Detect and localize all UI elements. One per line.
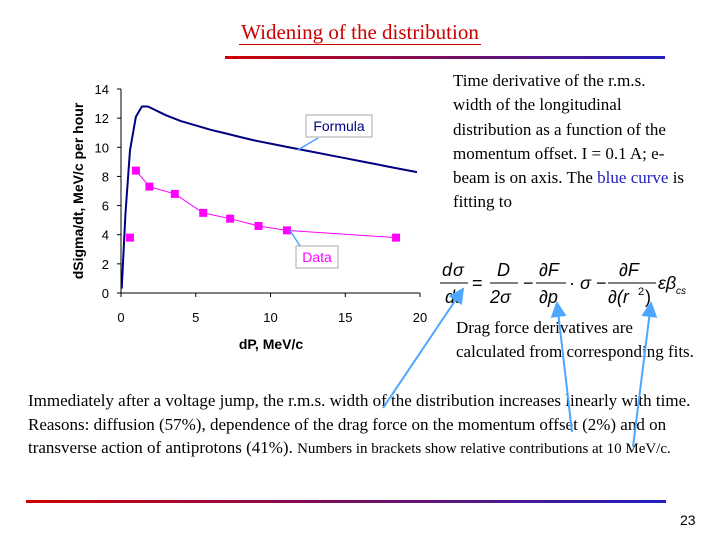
data-point (226, 214, 235, 223)
x-tick-labels: 0 5 10 15 20 (117, 293, 427, 325)
description-text-2: is fitting to (453, 168, 685, 212)
arrow-to-diffusion-term (382, 287, 465, 409)
x-tick-label: 10 (263, 310, 277, 325)
chart-annotations: Formula Data (289, 114, 373, 269)
formula-D: D (497, 260, 510, 280)
formula-dF2: ∂F (619, 260, 640, 280)
formula-minus-1: − (523, 273, 534, 293)
data-pointer (289, 229, 301, 247)
footer-rule (26, 500, 666, 503)
formula-dr: ∂(r (608, 287, 630, 307)
y-tick-label: 0 (102, 286, 109, 301)
y-tick-label: 4 (102, 228, 109, 243)
y-tick-label: 8 (102, 169, 109, 184)
formula-two-sigma: 2σ (489, 287, 512, 307)
data-point (170, 189, 179, 198)
slide-title: Widening of the distribution (239, 20, 481, 45)
formula-sigma: σ (453, 260, 465, 280)
explanation-text: Immediately after a voltage jump, the r.… (28, 389, 698, 462)
formula-subscript-cs: cs (676, 286, 686, 297)
x-tick-label: 20 (413, 310, 427, 325)
data-point (145, 182, 154, 191)
y-tick-label: 12 (95, 111, 109, 126)
formula-equals: = (472, 273, 483, 293)
data-point (282, 226, 291, 235)
arrow-to-drag-term (550, 301, 573, 433)
data-label: Data (302, 249, 332, 265)
y-tick-label: 6 (102, 199, 109, 214)
explanation-footnote: Numbers in brackets show relative contri… (297, 441, 671, 457)
formula-d: d (442, 260, 453, 280)
formula-dF: ∂F (539, 260, 560, 280)
description-blue-curve: blue curve (597, 168, 669, 188)
formula-label-box (305, 114, 373, 138)
formula-pointer (297, 137, 319, 151)
formula-dot-sigma: · σ (569, 273, 592, 293)
fitting-formula: d σ dt = D 2σ − ∂F ∂p · σ − ∂F ∂(r 2 ) ε… (440, 260, 686, 307)
page-number: 23 (680, 512, 696, 528)
data-point (131, 166, 140, 175)
y-tick-labels: 0 2 4 6 8 10 12 14 (95, 82, 121, 301)
x-tick-label: 5 (192, 310, 199, 325)
formula-minus-2: − (596, 273, 607, 293)
x-tick-label: 15 (338, 310, 352, 325)
y-tick-label: 2 (102, 257, 109, 272)
formula-close-paren: ) (645, 287, 651, 307)
data-label-box (295, 245, 339, 269)
data-markers (125, 166, 401, 242)
drag-force-note: Drag force derivatives are calculated fr… (456, 318, 694, 361)
description-text-1: Time derivative of the r.m.s. width of t… (453, 71, 666, 188)
data-point (392, 233, 401, 242)
title-rule (225, 56, 665, 59)
formula-epsilon-beta: εβ (658, 273, 676, 293)
x-tick-label: 0 (117, 310, 124, 325)
data-point (254, 221, 263, 230)
formula-curve (120, 105, 418, 289)
explanation-main: Immediately after a voltage jump, the r.… (28, 391, 691, 457)
data-point (199, 208, 208, 217)
arrow-to-transverse-term (632, 301, 658, 448)
formula-square: 2 (638, 286, 644, 298)
chart-description: Time derivative of the r.m.s. width of t… (453, 69, 688, 215)
y-axis-label: dSigma/dt, MeV/c per hour (70, 102, 86, 279)
data-point (125, 233, 134, 242)
data-connecting-line (135, 170, 397, 239)
chart: 0 5 10 15 20 0 2 4 6 8 10 12 14 Formula Data dP, MeV… (70, 82, 427, 352)
y-tick-label: 10 (95, 140, 109, 155)
formula-label: Formula (313, 118, 365, 134)
y-tick-label: 14 (95, 82, 109, 97)
x-axis-label: dP, MeV/c (239, 336, 304, 352)
